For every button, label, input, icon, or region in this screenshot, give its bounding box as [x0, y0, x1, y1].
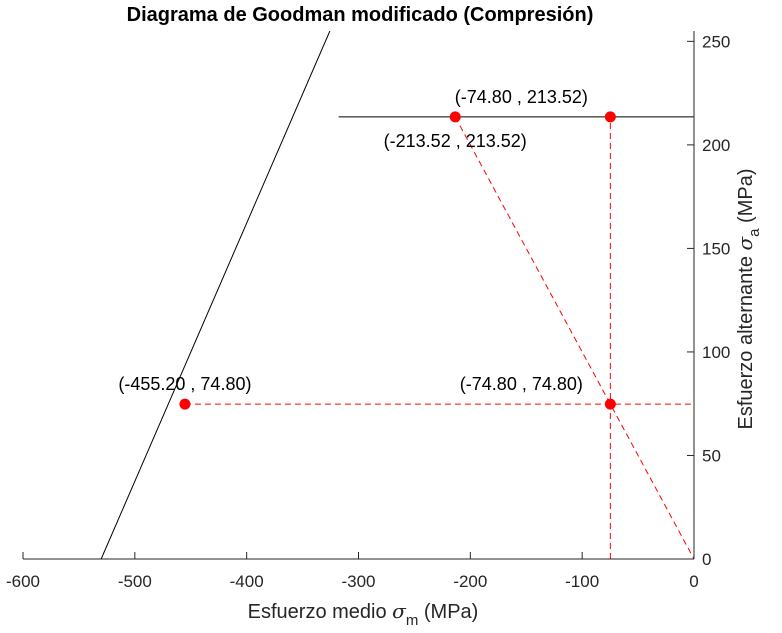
- goodman-boundary-line-0: [100, 31, 331, 559]
- point-annotation: (-455.20 , 74.80): [118, 374, 251, 394]
- y-tick-label: 100: [702, 343, 730, 362]
- point-annotation: (-74.80 , 213.52): [455, 87, 588, 107]
- chart-title: Diagrama de Goodman modificado (Compresi…: [127, 4, 594, 26]
- point-annotation: (-74.80 , 74.80): [460, 374, 583, 394]
- data-point: [179, 398, 191, 410]
- data-point: [604, 111, 616, 123]
- point-annotation: (-213.52 , 213.52): [384, 131, 527, 151]
- x-tick-label: 0: [689, 572, 698, 591]
- y-tick-label: 200: [702, 136, 730, 155]
- construction-line-2: [454, 116, 694, 559]
- x-tick-label: -200: [453, 572, 487, 591]
- x-tick-label: -400: [230, 572, 264, 591]
- y-tick-label: 50: [702, 446, 721, 465]
- x-tick-label: -100: [565, 572, 599, 591]
- data-point: [449, 111, 461, 123]
- y-tick-label: 150: [702, 239, 730, 258]
- x-tick-label: -500: [118, 572, 152, 591]
- x-axis-label: Esfuerzo medio σm (MPa): [248, 599, 479, 629]
- y-tick-label: 0: [702, 550, 711, 569]
- data-point: [604, 398, 616, 410]
- y-tick-label: 250: [702, 32, 730, 51]
- x-tick-label: -300: [341, 572, 375, 591]
- x-tick-label: -600: [6, 572, 40, 591]
- y-axis-label: Esfuerzo alternante σa (MPa): [733, 169, 763, 430]
